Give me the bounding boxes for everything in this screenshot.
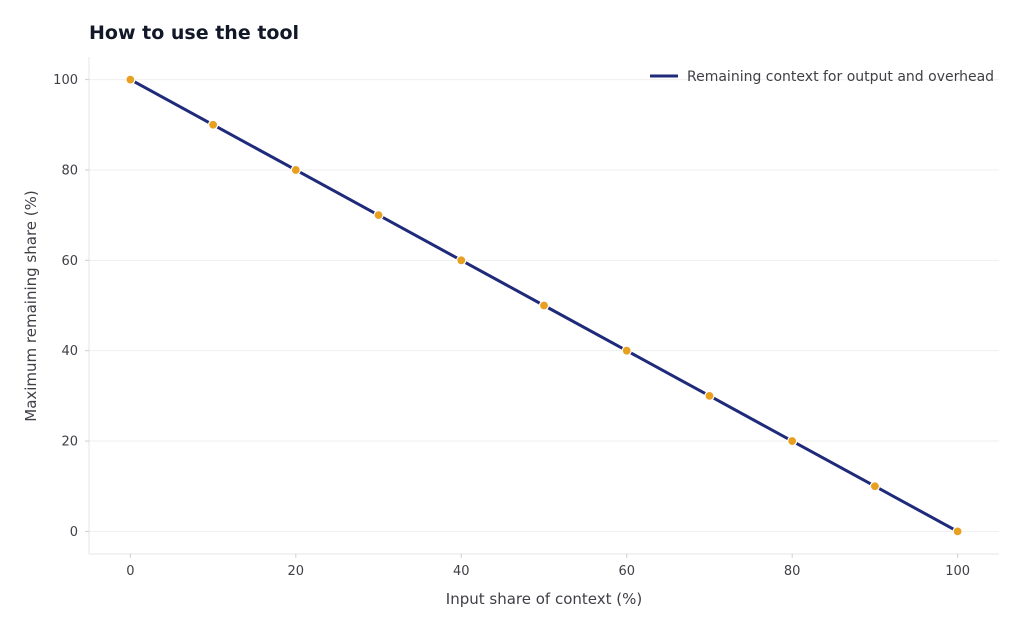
y-tick-label-0: 0 bbox=[70, 525, 78, 540]
y-tick-label-60: 60 bbox=[61, 254, 78, 269]
x-tick-label-20: 20 bbox=[288, 564, 305, 579]
data-point-90 bbox=[869, 481, 881, 492]
data-point-10 bbox=[207, 119, 219, 130]
x-tick-label-60: 60 bbox=[618, 564, 635, 579]
y-tick-label-40: 40 bbox=[61, 344, 78, 359]
x-axis-label: Input share of context (%) bbox=[446, 590, 642, 608]
gridlines bbox=[89, 79, 999, 532]
y-axis-label: Maximum remaining share (%) bbox=[22, 190, 40, 422]
data-point-60 bbox=[621, 345, 632, 356]
legend-label: Remaining context for output and overhea… bbox=[687, 69, 994, 85]
y-tick-label-100: 100 bbox=[53, 73, 78, 88]
data-point-30 bbox=[373, 210, 384, 221]
x-tick-label-100: 100 bbox=[945, 564, 970, 579]
chart-title: How to use the tool bbox=[89, 22, 299, 44]
legend: Remaining context for output and overhea… bbox=[650, 69, 994, 85]
x-axis-ticks: 0 20 40 60 80 100 bbox=[126, 554, 970, 579]
data-point-100 bbox=[952, 526, 963, 537]
data-point-0 bbox=[125, 74, 136, 85]
data-point-80 bbox=[787, 435, 798, 447]
data-point-50 bbox=[538, 300, 550, 311]
y-axis-ticks: 0 20 40 60 80 100 bbox=[53, 73, 89, 540]
y-tick-label-20: 20 bbox=[61, 435, 78, 450]
series-layer bbox=[125, 74, 963, 537]
data-point-20 bbox=[290, 164, 301, 176]
x-tick-label-40: 40 bbox=[453, 564, 470, 579]
x-tick-label-0: 0 bbox=[126, 564, 134, 579]
y-tick-label-80: 80 bbox=[61, 163, 78, 178]
data-point-70 bbox=[704, 390, 715, 401]
data-point-40 bbox=[456, 255, 467, 266]
x-tick-label-80: 80 bbox=[784, 564, 801, 579]
